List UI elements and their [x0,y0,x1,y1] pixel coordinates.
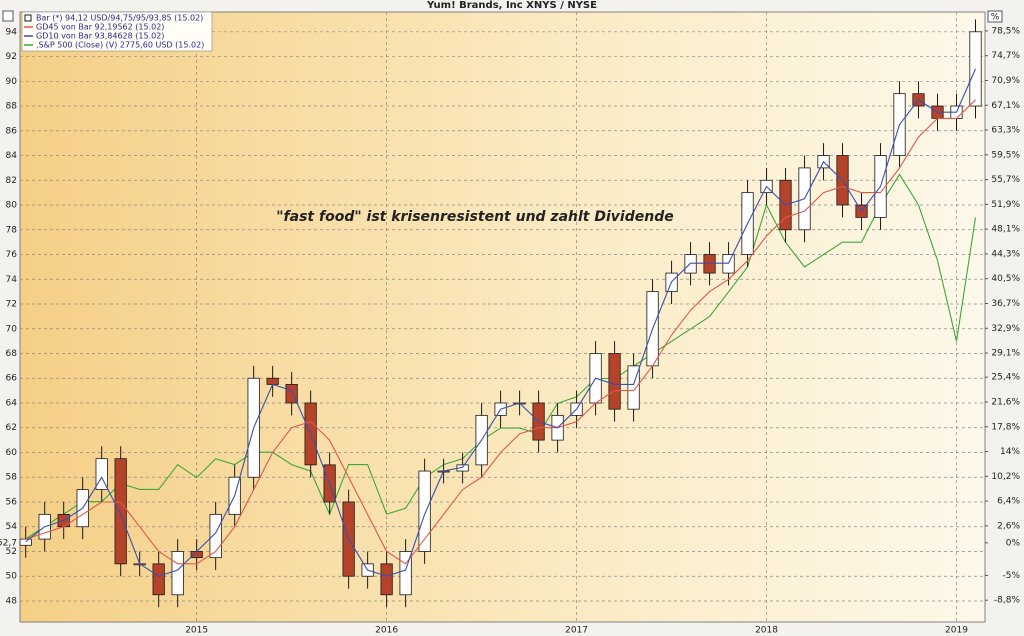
candle-body [703,254,716,274]
y-tick-label: 74 [6,275,18,285]
y2-tick-label: -8,8% [994,596,1021,606]
y2-tick-label: 74,7% [991,51,1020,61]
y-tick-label: 88 [6,102,18,112]
candle-body [418,470,431,552]
candle-body [608,353,621,410]
y2-tick-label: 55,7% [991,175,1020,185]
annotation: "fast food" ist krisenresistent und zahl… [276,209,673,225]
y2-tick-label: 59,5% [991,150,1020,160]
legend: Bar (*) 94,12 USD/94,75/95/93,85 (15.02)… [21,11,213,52]
y2-tick-label: 78,5% [991,26,1020,36]
y2-tick-label: 48,1% [991,225,1020,235]
x-tick-label: 2015 [185,626,208,636]
y-tick-label: 86 [6,126,18,136]
y-tick-label: 64 [6,398,18,408]
y2-tick-label: 0% [1006,538,1021,548]
chart-title: Yum! Brands, Inc XNYS / NYSE [426,0,597,11]
y-tick-label: 72 [6,300,17,310]
y-tick-label: 52 [6,547,17,557]
legend-label: ,S&P 500 (Close) (V) 2775,60 USD (15.02) [36,41,204,50]
y2-tick-label: 29,1% [991,349,1020,359]
x-tick-label: 2018 [755,626,778,636]
legend-swatch [24,14,32,22]
legend-label: Bar (*) 94,12 USD/94,75/95/93,85 (15.02) [36,14,203,23]
candle-body [209,513,222,559]
unit-box[interactable] [987,10,1003,23]
x-tick-label: 2016 [375,626,398,636]
y2-tick-label: 21,6% [991,397,1020,407]
y-tick-label: 82 [6,176,17,186]
y-tick-label: 62 [6,423,17,433]
candle-body [190,551,203,559]
y-tick-label: 70 [6,324,18,334]
candle-body [266,377,279,385]
y-tick-label: 54 [6,522,18,532]
y-tick-label: 78 [6,225,18,235]
y2-tick-label: 32,9% [991,324,1020,334]
plot-area [19,11,986,623]
y2-tick-label: 67,1% [991,101,1020,111]
y-tick-label: 66 [6,374,18,384]
y-tick-label: 50 [6,572,18,582]
candle-body [19,538,32,546]
candle-body [285,384,298,404]
candle-body [399,551,412,596]
candle-body [627,365,640,410]
y2-tick-label: 63,3% [991,126,1020,136]
y2-tick-label: 10,2% [991,472,1020,482]
plot: 48 50 52 54 56 58 60 62 64 66 68 70 72 74 76 78 80 82 84 86… [0,12,1020,636]
y2-tick-label: 70,9% [991,76,1020,86]
y2-tick-label: 25,4% [991,373,1020,383]
y2-tick-label: 36,7% [991,299,1020,309]
candle-body [114,458,127,565]
legend-label: GD10 von Bar 93,84628 (15.02) [36,32,164,41]
y2-tick-label: 14% [1000,447,1020,457]
unit-label: % [991,13,1000,23]
y2-tick-label: 6,4% [997,497,1020,507]
y-tick-label: 48 [6,596,18,606]
base-label: 52,7 [0,538,17,548]
y-tick-label: 92 [6,52,17,62]
y2-tick-label: -5% [1002,571,1020,581]
y-tick-label: 80 [6,201,18,211]
y-tick-label: 68 [6,349,18,359]
candle-body [722,254,735,274]
series-line [25,68,977,577]
y2-tick-label: 2,6% [997,521,1020,531]
menu-icon[interactable] [2,10,14,22]
y-tick-label: 58 [6,473,18,483]
y-tick-label: 56 [6,497,18,507]
series-line [25,173,977,540]
candle-body [171,551,184,596]
candle-body [95,458,108,491]
y2-tick-label: 51,9% [991,200,1020,210]
candle-body [380,563,393,596]
legend-box [21,11,213,52]
y-tick-label: 90 [6,77,18,87]
y2-tick-label: 44,3% [991,249,1020,259]
x-tick-label: 2019 [945,626,968,636]
legend-label: GD45 von Bar 92,19562 (15.02) [36,23,164,32]
candle-body [152,563,165,596]
y-tick-label: 84 [6,151,18,161]
y2-tick-label: 40,5% [991,274,1020,284]
x-tick-label: 2017 [565,626,588,636]
y-tick-label: 94 [6,27,18,37]
y2-tick-label: 17,8% [991,422,1020,432]
y-tick-label: 76 [6,250,18,260]
y-tick-label: 60 [6,448,18,458]
